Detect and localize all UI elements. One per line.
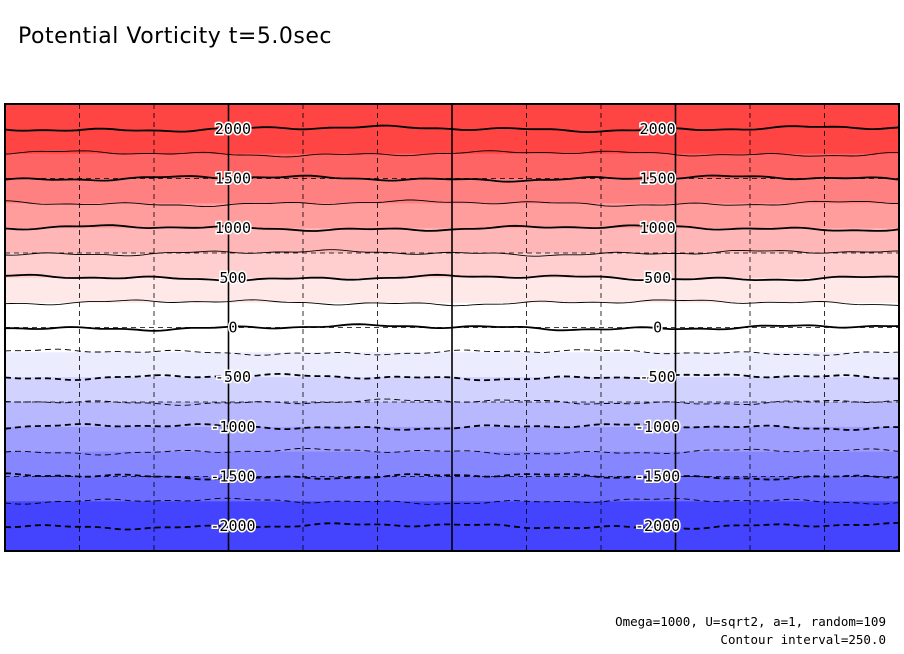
contour-label-500: 500 — [644, 269, 671, 287]
contour-line-750 — [4, 249, 900, 257]
contour-label-0: 0 — [228, 319, 237, 337]
parameters-note: Omega=1000, U=sqrt2, a=1, random=109 — [615, 614, 886, 629]
contour-label--1000: -1000 — [635, 418, 680, 436]
contour-line--500 — [4, 372, 900, 382]
contour-line--250 — [4, 348, 900, 356]
contour-line--1500 — [4, 472, 900, 481]
chart-title: Potential Vorticity t=5.0sec — [18, 24, 332, 49]
contour-label-2000: 2000 — [215, 120, 251, 138]
contour-line-500 — [4, 273, 900, 283]
contour-line-2000 — [4, 124, 900, 134]
contour-lines — [4, 124, 900, 531]
contour-label--2000: -2000 — [210, 517, 255, 535]
contour-line--1250 — [4, 447, 900, 456]
contour-line-1750 — [4, 150, 900, 158]
contour-label-1500: 1500 — [640, 170, 676, 188]
contour-label--1500: -1500 — [635, 468, 680, 486]
contour-line-1000 — [4, 224, 900, 232]
contour-line-1250 — [4, 199, 900, 208]
contour-label-1000: 1000 — [215, 219, 251, 237]
contour-line--1750 — [4, 497, 900, 505]
contour-interval-note: Contour interval=250.0 — [720, 632, 886, 647]
contour-line-250 — [4, 299, 900, 307]
gridlines — [5, 104, 899, 551]
contour-label--1000: -1000 — [210, 418, 255, 436]
contour-label--1500: -1500 — [210, 468, 255, 486]
contour-line-0 — [4, 323, 900, 332]
contour-line--2000 — [4, 521, 900, 531]
contour-line--750 — [4, 398, 900, 406]
contour-label-1500: 1500 — [215, 170, 251, 188]
contour-line--1000 — [4, 423, 900, 431]
contour-labels: 2000 2000 1500 1500 1000 1000 500 500 0 0 -500 -500… — [209, 118, 682, 536]
contour-label-500: 500 — [219, 269, 246, 287]
contour-label-1000: 1000 — [640, 219, 676, 237]
contour-line-1500 — [4, 174, 900, 183]
contour-label-2000: 2000 — [640, 120, 676, 138]
contour-label--2000: -2000 — [635, 517, 680, 535]
contour-label--500: -500 — [215, 368, 251, 386]
contour-label-0: 0 — [653, 319, 662, 337]
plot-frame — [4, 103, 900, 552]
contour-label--500: -500 — [640, 368, 676, 386]
